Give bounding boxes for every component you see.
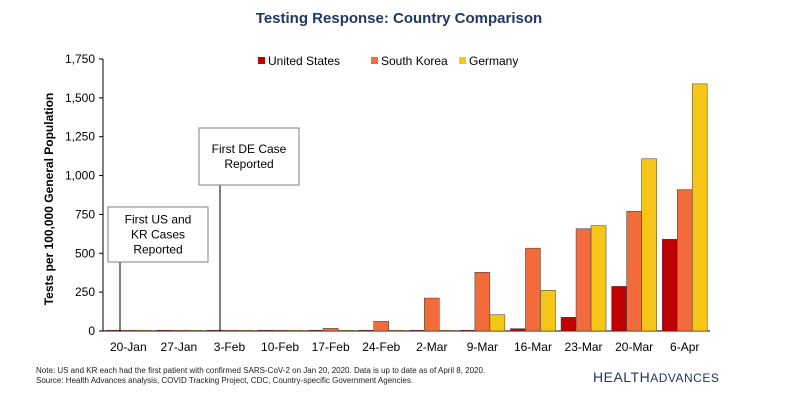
annotation-text: Reported: [133, 243, 182, 257]
annotation-box: [107, 206, 209, 263]
bar: [171, 329, 187, 332]
x-tick-label: 17-Feb: [312, 340, 350, 354]
bar: [489, 314, 506, 332]
x-tick-label: 16-Mar: [514, 340, 552, 354]
x-tick-label: 10-Feb: [261, 340, 299, 354]
x-tick-label: 20-Jan: [110, 340, 147, 354]
legend-label: South Korea: [381, 54, 448, 68]
bar: [322, 328, 339, 332]
legend-label: Germany: [469, 54, 518, 68]
bar: [221, 329, 238, 332]
bar: [661, 239, 678, 332]
footnote-source: Source: Health Advances analysis, COVID …: [36, 376, 414, 385]
bar: [373, 321, 389, 332]
legend-swatch: [459, 57, 466, 64]
x-tick-label: 24-Feb: [362, 340, 400, 354]
logo-word-advances: ADVANCES: [650, 371, 720, 385]
bar: [525, 247, 541, 332]
y-tick-label: 1,000: [65, 169, 95, 183]
x-tick-label: 9-Mar: [467, 340, 498, 354]
y-tick-label: 1,750: [65, 52, 95, 66]
bar: [540, 290, 556, 332]
annotation-text: First DE Case: [212, 142, 287, 156]
bar: [287, 329, 303, 332]
y-axis: 0 250 500 750 1,000 1,250 1,500 1,750: [65, 52, 104, 338]
y-tick-label: 250: [75, 285, 95, 299]
bar: [510, 328, 526, 332]
annotation-text: KR Cases: [131, 228, 185, 242]
bar: [337, 329, 354, 332]
y-tick-label: 750: [75, 207, 95, 221]
bar: [611, 286, 627, 332]
bar: [439, 329, 455, 332]
bar: [575, 228, 592, 332]
x-tick-label: 6-Apr: [670, 340, 699, 354]
bar: [474, 271, 491, 332]
x-tick-label: 3-Feb: [214, 340, 246, 354]
bar: [590, 225, 607, 332]
y-tick-label: 500: [75, 246, 95, 260]
bar: [459, 329, 476, 332]
footnote-note: Note: US and KR each had the first patie…: [36, 366, 486, 375]
x-axis: 20-Jan 27-Jan 3-Feb 10-Feb 17-Feb 24-Feb 2-Mar…: [103, 330, 710, 354]
bar: [424, 297, 440, 332]
bar: [641, 158, 657, 332]
bar: [409, 329, 425, 332]
bar: [560, 317, 577, 332]
bar: [626, 211, 642, 332]
bar: [388, 329, 404, 332]
bar: [257, 329, 273, 332]
legend: United States South Korea Germany: [258, 54, 518, 68]
y-axis-label: Tests per 100,000 General Population: [42, 93, 56, 306]
y-tick-label: 0: [88, 324, 95, 338]
bar: [676, 189, 693, 332]
legend-swatch: [371, 57, 378, 64]
y-tick-label: 1,250: [65, 130, 95, 144]
legend-label: United States: [268, 54, 340, 68]
annotation-text: Reported: [224, 157, 273, 171]
bar: [135, 329, 152, 332]
bars: [105, 83, 708, 332]
health-advances-logo: HEALTHADVANCES: [593, 369, 719, 385]
bar: [120, 329, 137, 332]
bar: [358, 329, 374, 332]
bar: [186, 329, 202, 332]
x-tick-label: 23-Mar: [565, 340, 603, 354]
x-tick-label: 27-Jan: [161, 340, 198, 354]
legend-swatch: [258, 57, 265, 64]
bar: [272, 329, 288, 332]
annotation-text: First US and: [125, 213, 192, 227]
annotation-box: [198, 127, 300, 186]
x-tick-label: 20-Mar: [615, 340, 653, 354]
chart-title: Testing Response: Country Comparison: [256, 10, 542, 27]
bar: [307, 329, 324, 332]
bar: [691, 83, 708, 332]
y-tick-label: 1,500: [65, 91, 95, 105]
bar: [105, 329, 122, 332]
logo-word-health: HEALTH: [593, 369, 651, 385]
bar: [236, 329, 253, 332]
x-tick-label: 2-Mar: [416, 340, 447, 354]
bar: [156, 329, 172, 332]
